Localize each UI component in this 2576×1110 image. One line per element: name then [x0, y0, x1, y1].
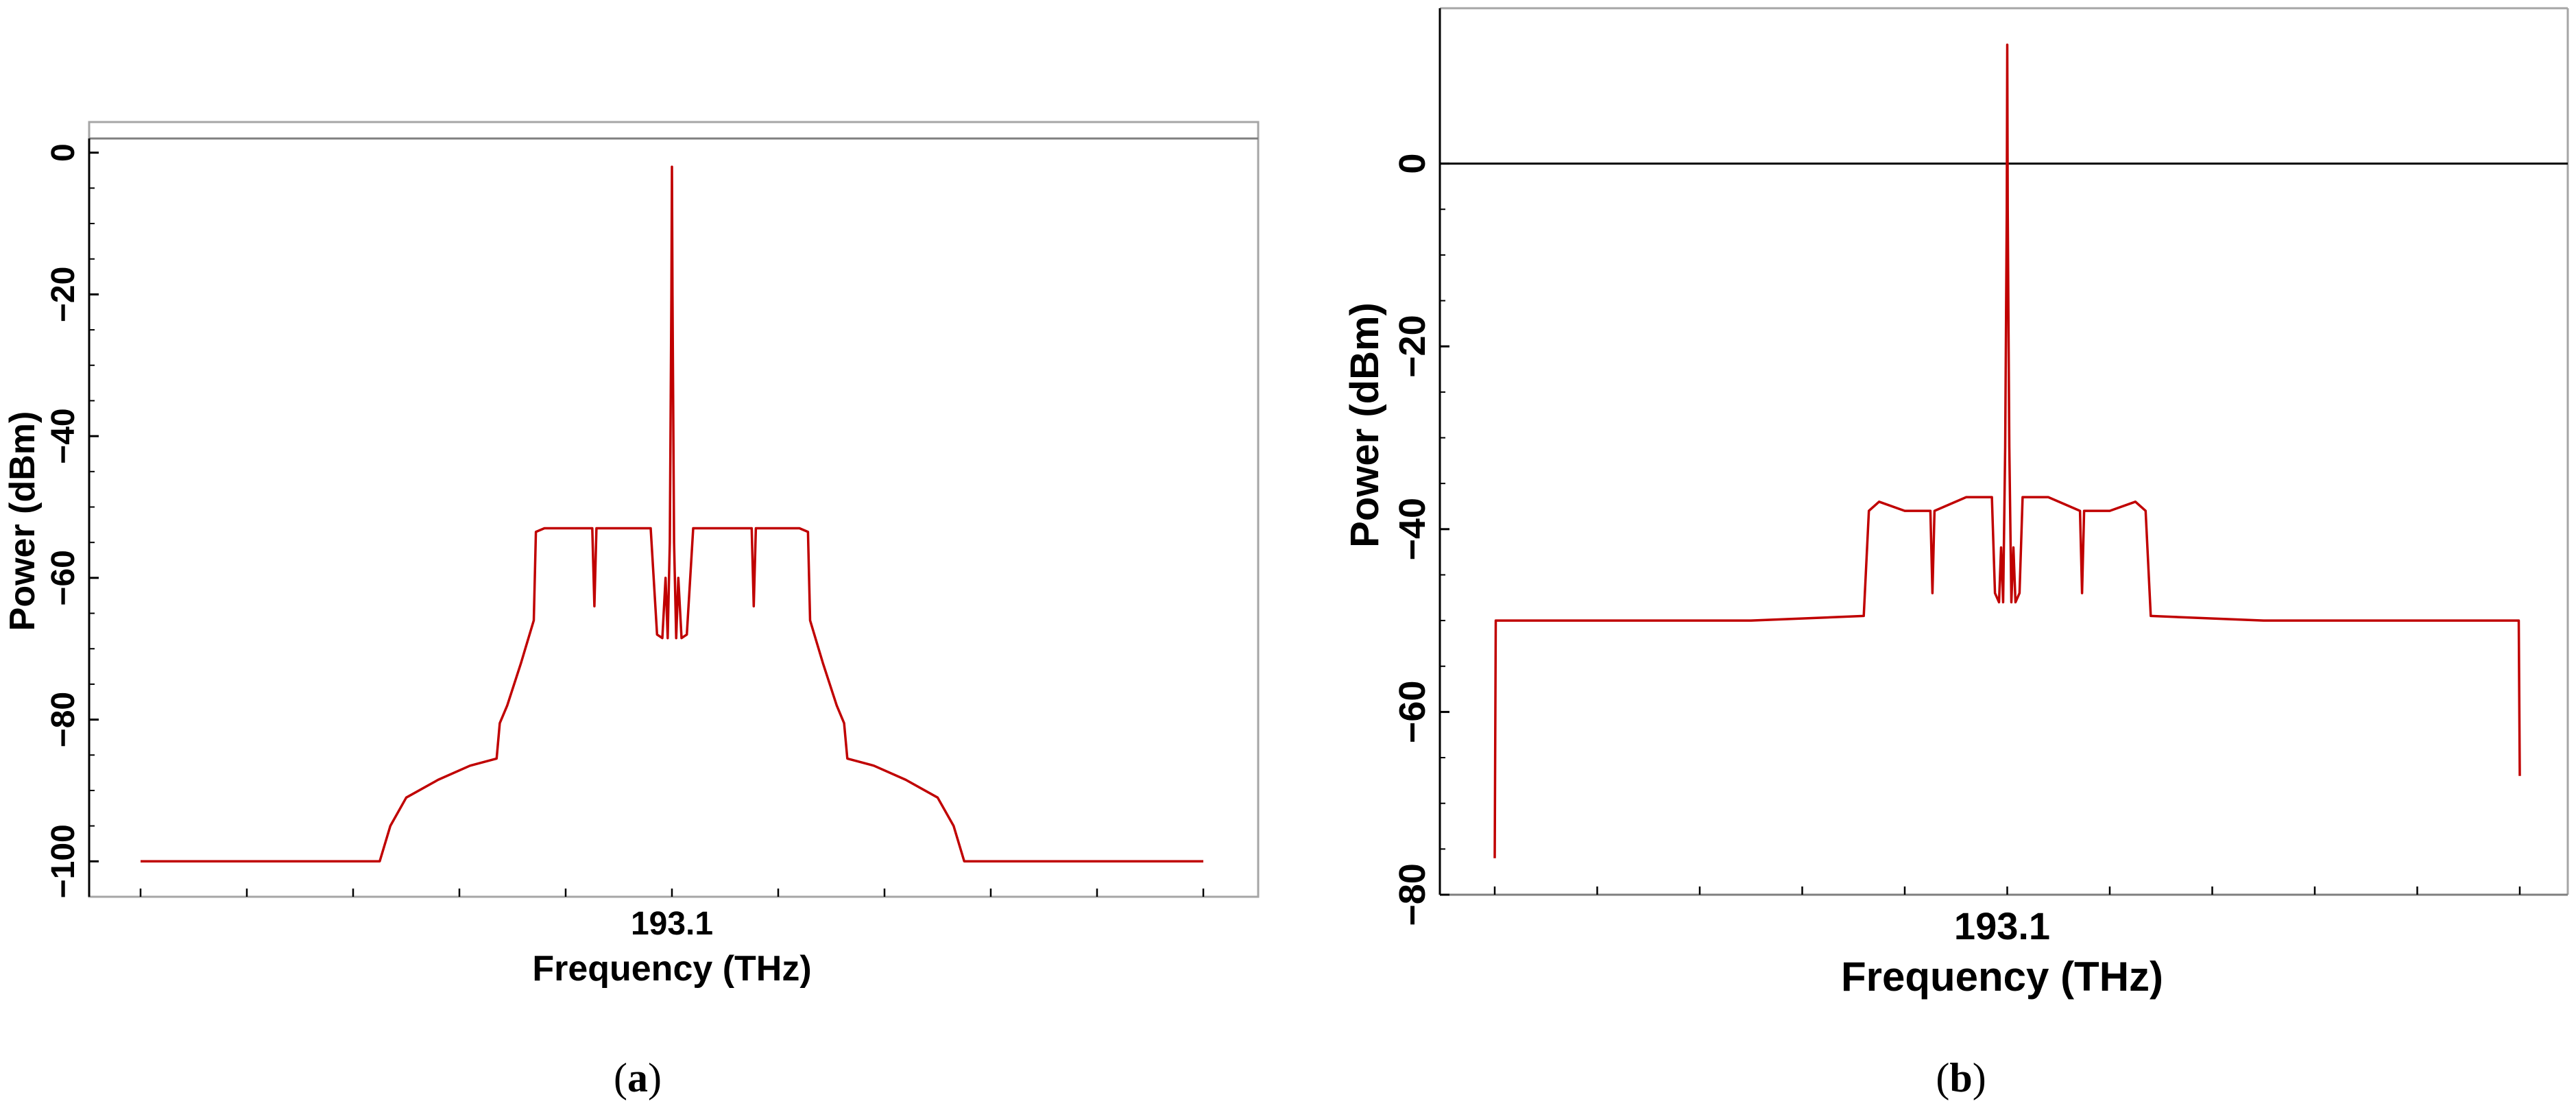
y-tick-label: −20	[45, 267, 82, 322]
panel-label-b: (b)	[1936, 1055, 1986, 1100]
power-spectrum-line-a	[141, 165, 1203, 863]
y-ticks-b	[1440, 162, 1449, 896]
y-tick-label: −40	[1392, 498, 1433, 561]
x-tick-label-b: 193.1	[1954, 904, 2050, 948]
y-tick-label: −60	[45, 550, 82, 605]
y-tick-label: 0	[1392, 154, 1433, 174]
y-tick-label: −60	[1392, 681, 1433, 744]
y-tick-label: −80	[1392, 863, 1433, 926]
y-axis-title-a: Power (dBm)	[3, 411, 43, 631]
y-axis-title-b: Power (dBm)	[1343, 302, 1387, 548]
y-tick-label: 0	[45, 143, 82, 162]
chart-panel-b: 0 −20 −40 −60 −80 193.1 Frequency (THz) Powe…	[1343, 7, 2569, 1100]
chart-panel-a: 0−20−40−60−80−100 193.1 Frequency (THz) …	[3, 121, 1260, 1100]
y-tick-label: −20	[1392, 315, 1433, 378]
y-tick-labels-a: 0 −20 −40 −60 −80 −100	[45, 143, 82, 898]
x-ticks-b	[1493, 886, 2521, 895]
y-tick-labels-b: 0 −20 −40 −60 −80	[1392, 154, 1433, 926]
y-tick-label: −100	[45, 824, 82, 898]
y-tick-label: −40	[45, 408, 82, 463]
panel-label-a: (a)	[614, 1055, 662, 1100]
y-ticks-a	[89, 152, 99, 862]
y-tick-label: −80	[45, 692, 82, 747]
x-tick-label-a: 193.1	[631, 906, 713, 942]
x-axis-title-a: Frequency (THz)	[532, 949, 811, 989]
power-spectrum-line-b	[1493, 43, 2521, 858]
x-ticks-a	[139, 889, 1205, 897]
x-axis-title-b: Frequency (THz)	[1841, 954, 2163, 1000]
